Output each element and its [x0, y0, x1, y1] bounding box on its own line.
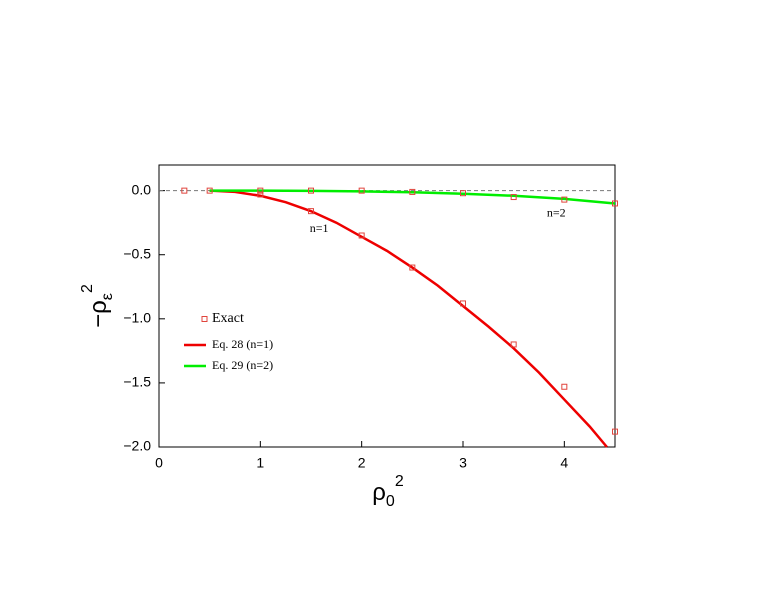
point: [308, 187, 314, 194]
point: [409, 264, 416, 271]
x-tick-label: 3: [459, 455, 467, 471]
y-label-sup: 2: [79, 284, 96, 293]
point: [460, 190, 466, 197]
y-tick-label: 0.0: [132, 181, 152, 197]
y-tick-label: −0.5: [123, 245, 151, 261]
x-label-main: ρ: [372, 479, 386, 506]
y-label-main: −ρ: [85, 300, 112, 328]
legend-label: Eq. 28 (n=1): [212, 337, 273, 351]
y-tick-label: −2.0: [123, 438, 151, 454]
x-label-sup: 2: [395, 473, 404, 490]
point: [561, 196, 568, 203]
point: [460, 300, 466, 307]
legend-marker: [201, 316, 208, 322]
legend-label: Eq. 29 (n=2): [212, 358, 273, 372]
y-tick-label: −1.5: [123, 374, 151, 390]
point: [561, 383, 568, 390]
point: [358, 187, 365, 194]
x-label-sub: 0: [386, 493, 395, 510]
point: [409, 188, 416, 195]
point: [358, 232, 365, 239]
point: [510, 341, 517, 348]
x-axis-label: ρ02: [372, 473, 404, 510]
y-axis-label: −ρε2: [79, 284, 116, 328]
point: [308, 208, 314, 215]
annotation: n=2: [547, 205, 566, 219]
y-label-sub: ε: [99, 293, 116, 300]
x-tick-label: 1: [256, 455, 264, 471]
x-tick-label: 2: [358, 455, 366, 471]
curve: [209, 189, 608, 448]
legend-label: Exact: [212, 311, 244, 326]
point: [181, 187, 188, 194]
y-tick-label: −1.0: [123, 310, 151, 326]
annotation: n=1: [310, 221, 329, 235]
point: [257, 191, 264, 198]
point: [510, 194, 517, 201]
x-tick-label: 4: [560, 455, 568, 471]
curve: [209, 189, 616, 205]
point: [257, 187, 264, 194]
point: [612, 200, 618, 207]
point: [612, 428, 618, 435]
point: [206, 187, 213, 194]
plot-frame: [158, 164, 616, 448]
x-tick-label: 0: [155, 455, 163, 471]
